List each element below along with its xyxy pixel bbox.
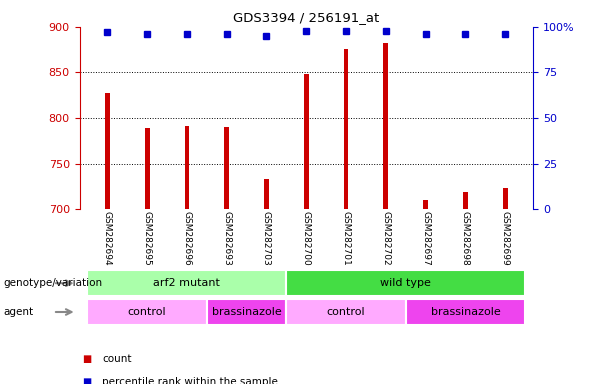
- Bar: [88, 270, 286, 296]
- Text: agent: agent: [3, 307, 33, 317]
- Text: GSM282702: GSM282702: [381, 211, 391, 266]
- Bar: [145, 128, 150, 209]
- Text: brassinazole: brassinazole: [431, 307, 500, 317]
- Bar: [304, 74, 309, 209]
- Bar: [423, 200, 428, 209]
- Bar: [286, 299, 406, 325]
- Text: GSM282697: GSM282697: [421, 211, 430, 266]
- Title: GDS3394 / 256191_at: GDS3394 / 256191_at: [233, 11, 379, 24]
- Bar: [224, 127, 229, 209]
- Text: percentile rank within the sample: percentile rank within the sample: [102, 377, 278, 384]
- Text: GSM282699: GSM282699: [501, 211, 509, 266]
- Text: GSM282694: GSM282694: [103, 211, 112, 266]
- Text: genotype/variation: genotype/variation: [3, 278, 102, 288]
- Text: GSM282698: GSM282698: [461, 211, 470, 266]
- Text: GSM282693: GSM282693: [222, 211, 231, 266]
- Text: GSM282696: GSM282696: [183, 211, 191, 266]
- Bar: [105, 93, 110, 209]
- Bar: [503, 188, 508, 209]
- Text: ■: ■: [82, 354, 92, 364]
- Text: GSM282700: GSM282700: [302, 211, 311, 266]
- Bar: [383, 43, 388, 209]
- Text: wild type: wild type: [380, 278, 431, 288]
- Bar: [264, 179, 269, 209]
- Text: arf2 mutant: arf2 mutant: [154, 278, 220, 288]
- Text: control: control: [327, 307, 365, 317]
- Text: brassinazole: brassinazole: [211, 307, 282, 317]
- Text: GSM282695: GSM282695: [143, 211, 151, 266]
- Bar: [207, 299, 286, 325]
- Text: ■: ■: [82, 377, 92, 384]
- Bar: [406, 299, 525, 325]
- Text: control: control: [128, 307, 167, 317]
- Text: GSM282701: GSM282701: [342, 211, 350, 266]
- Text: count: count: [102, 354, 131, 364]
- Bar: [88, 299, 207, 325]
- Text: GSM282703: GSM282703: [262, 211, 271, 266]
- Bar: [184, 126, 189, 209]
- Bar: [463, 192, 468, 209]
- Bar: [286, 270, 525, 296]
- Bar: [343, 49, 349, 209]
